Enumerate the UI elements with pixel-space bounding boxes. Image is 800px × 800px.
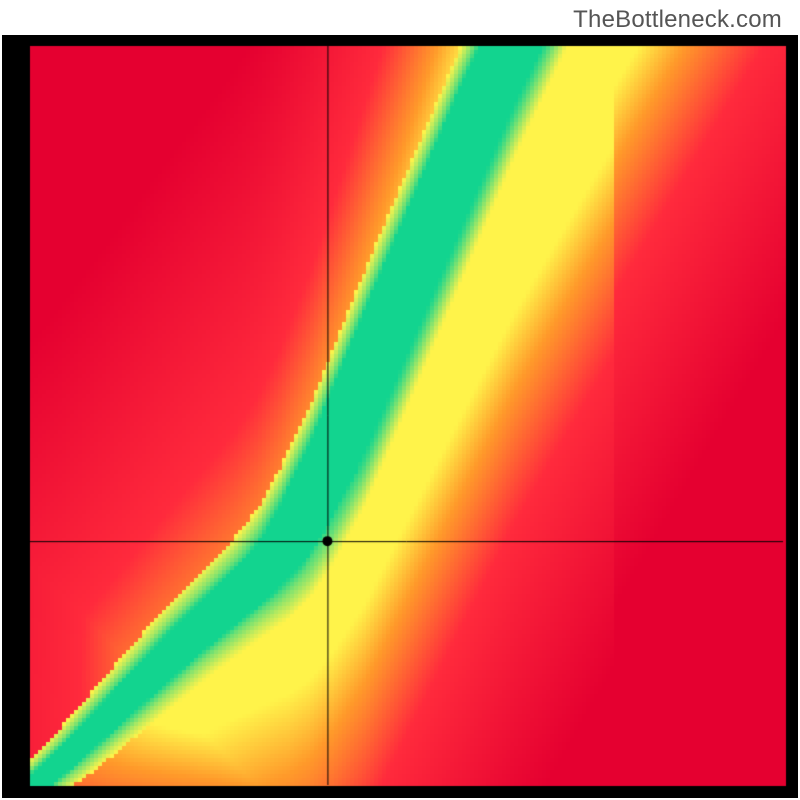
heatmap-canvas bbox=[2, 35, 798, 798]
watermark-text: TheBottleneck.com bbox=[573, 6, 782, 34]
